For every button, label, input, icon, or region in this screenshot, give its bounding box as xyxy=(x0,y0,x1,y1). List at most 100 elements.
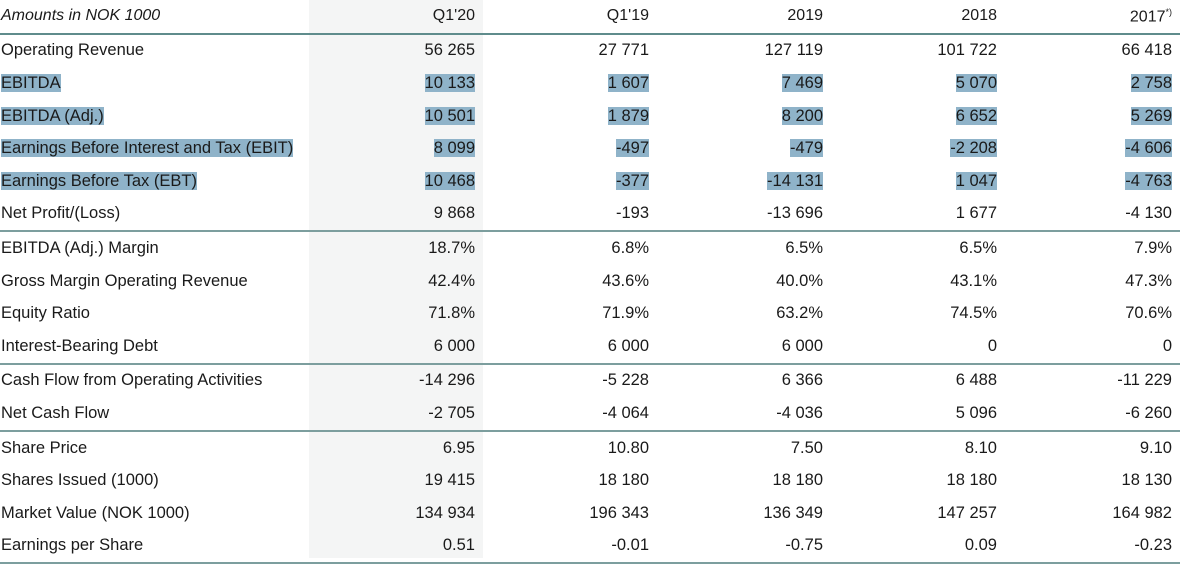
cell-value: 18.7% xyxy=(428,238,475,257)
cell-value: 7 469 xyxy=(781,73,823,92)
value-cell: 18 130 xyxy=(1005,464,1180,497)
cell-value: 1 047 xyxy=(955,171,997,190)
cell-value: 40.0% xyxy=(776,271,823,290)
row-label: Share Price xyxy=(1,438,88,457)
value-cell: -377 xyxy=(483,165,657,198)
cell-value: 6.8% xyxy=(611,238,649,257)
value-cell: -479 xyxy=(657,132,831,165)
cell-value: 6 000 xyxy=(607,336,649,355)
cell-value: 0.51 xyxy=(442,536,475,555)
table-row: Share Price 6.95 10.80 7.50 8.10 9.10 xyxy=(0,430,1180,465)
cell-value: -4 606 xyxy=(1125,139,1172,158)
cell-value: 2 758 xyxy=(1130,73,1172,92)
row-label: Interest-Bearing Debt xyxy=(1,336,158,355)
cell-value: -14 296 xyxy=(419,371,475,390)
table-row: Earnings Before Interest and Tax (EBIT) 8… xyxy=(0,132,1180,165)
value-cell: 196 343 xyxy=(483,497,657,530)
row-label-cell: Net Profit/(Loss) xyxy=(0,198,309,232)
cell-value: 1 879 xyxy=(607,106,649,125)
cell-value: 19 415 xyxy=(424,471,475,490)
cell-value: -14 131 xyxy=(767,171,823,190)
value-cell: 27 771 xyxy=(483,34,657,68)
row-label: Gross Margin Operating Revenue xyxy=(1,271,248,290)
cell-value: -497 xyxy=(615,139,649,158)
value-cell: -13 696 xyxy=(657,198,831,232)
cell-value: 10.80 xyxy=(607,438,649,457)
value-cell: 10.80 xyxy=(483,431,657,465)
cell-value: 6 488 xyxy=(955,371,997,390)
cell-value: 6.5% xyxy=(959,238,997,257)
value-cell: 0 xyxy=(831,330,1005,364)
cell-value: -4 064 xyxy=(602,403,649,422)
value-cell: 101 722 xyxy=(831,34,1005,68)
value-cell: 0.51 xyxy=(309,530,483,564)
value-cell: 6 366 xyxy=(657,364,831,398)
value-cell: 6 652 xyxy=(831,100,1005,133)
value-cell: 18 180 xyxy=(483,464,657,497)
cell-value: -2 208 xyxy=(950,139,997,158)
value-cell: 6 000 xyxy=(483,330,657,364)
table-row: Earnings per Share 0.51 -0.01 -0.75 0.09 -0.2… xyxy=(0,530,1180,564)
value-cell: 5 070 xyxy=(831,67,1005,100)
value-cell: 1 047 xyxy=(831,165,1005,198)
value-cell: 8 200 xyxy=(657,100,831,133)
value-cell: 71.9% xyxy=(483,297,657,330)
value-cell: 71.8% xyxy=(309,297,483,330)
value-cell: 7.9% xyxy=(1005,231,1180,265)
row-label: Net Profit/(Loss) xyxy=(1,204,121,223)
cell-value: -0.23 xyxy=(1134,536,1172,555)
cell-value: 5 096 xyxy=(955,403,997,422)
value-cell: -0.75 xyxy=(657,530,831,564)
cell-value: -4 763 xyxy=(1125,171,1172,190)
cell-value: 8 099 xyxy=(433,139,475,158)
cell-value: 43.6% xyxy=(602,271,649,290)
cell-value: 10 501 xyxy=(424,106,475,125)
cell-value: 74.5% xyxy=(950,304,997,323)
cell-value: 8 200 xyxy=(781,106,823,125)
value-cell: 1 607 xyxy=(483,67,657,100)
value-cell: -193 xyxy=(483,198,657,232)
row-label: Cash Flow from Operating Activities xyxy=(1,371,263,390)
table-body: Operating Revenue 56 265 27 771 127 119 101 … xyxy=(0,34,1180,564)
cell-value: 8.10 xyxy=(964,438,997,457)
value-cell: 164 982 xyxy=(1005,497,1180,530)
cell-value: -11 229 xyxy=(1117,371,1172,390)
value-cell: 63.2% xyxy=(657,297,831,330)
table-row: Operating Revenue 56 265 27 771 127 119 101 … xyxy=(0,34,1180,68)
value-cell: 70.6% xyxy=(1005,297,1180,330)
value-cell: -14 131 xyxy=(657,165,831,198)
cell-value: 63.2% xyxy=(776,304,823,323)
table-row: EBITDA (Adj.) 10 501 1 879 8 200 6 652 5 269 xyxy=(0,100,1180,133)
value-cell: -2 208 xyxy=(831,132,1005,165)
cell-value: 0 xyxy=(1162,336,1172,355)
cell-value: 18 180 xyxy=(946,471,997,490)
row-label-cell: Gross Margin Operating Revenue xyxy=(0,265,309,298)
row-label: EBITDA xyxy=(1,73,61,92)
row-label: EBITDA (Adj.) Margin xyxy=(1,238,159,257)
value-cell: -4 036 xyxy=(657,397,831,431)
cell-value: 164 982 xyxy=(1112,503,1172,522)
value-cell: 40.0% xyxy=(657,265,831,298)
cell-value: 6.95 xyxy=(442,438,475,457)
value-cell: -4 130 xyxy=(1005,198,1180,232)
value-cell: 47.3% xyxy=(1005,265,1180,298)
value-cell: 18.7% xyxy=(309,231,483,265)
value-cell: -14 296 xyxy=(309,364,483,398)
value-cell: 7.50 xyxy=(657,431,831,465)
value-cell: -11 229 xyxy=(1005,364,1180,398)
cell-value: 7.50 xyxy=(790,438,823,457)
row-label: Operating Revenue xyxy=(1,41,145,60)
cell-value: 136 349 xyxy=(763,503,823,522)
cell-value: 1 677 xyxy=(955,204,997,223)
cell-value: -6 260 xyxy=(1125,403,1172,422)
table-row: EBITDA (Adj.) Margin 18.7% 6.8% 6.5% 6.5% 7.9… xyxy=(0,231,1180,265)
value-cell: -2 705 xyxy=(309,397,483,431)
value-cell: 18 180 xyxy=(831,464,1005,497)
value-cell: 134 934 xyxy=(309,497,483,530)
value-cell: 10 501 xyxy=(309,100,483,133)
value-cell: -0.23 xyxy=(1005,530,1180,564)
row-label-cell: Market Value (NOK 1000) xyxy=(0,497,309,530)
table-row: Cash Flow from Operating Activities -14 2… xyxy=(0,363,1180,398)
cell-value: -5 228 xyxy=(602,371,649,390)
cell-value: 134 934 xyxy=(415,503,475,522)
